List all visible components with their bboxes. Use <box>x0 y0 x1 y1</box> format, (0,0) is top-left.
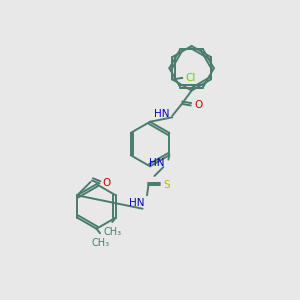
Text: HN: HN <box>149 158 165 168</box>
Text: CH₃: CH₃ <box>103 226 121 236</box>
Text: HN: HN <box>128 198 144 208</box>
Text: Cl: Cl <box>186 73 196 83</box>
Text: O: O <box>103 178 111 188</box>
Text: CH₃: CH₃ <box>91 238 109 248</box>
Text: S: S <box>164 180 170 190</box>
Text: HN: HN <box>154 109 170 119</box>
Text: O: O <box>194 100 202 110</box>
